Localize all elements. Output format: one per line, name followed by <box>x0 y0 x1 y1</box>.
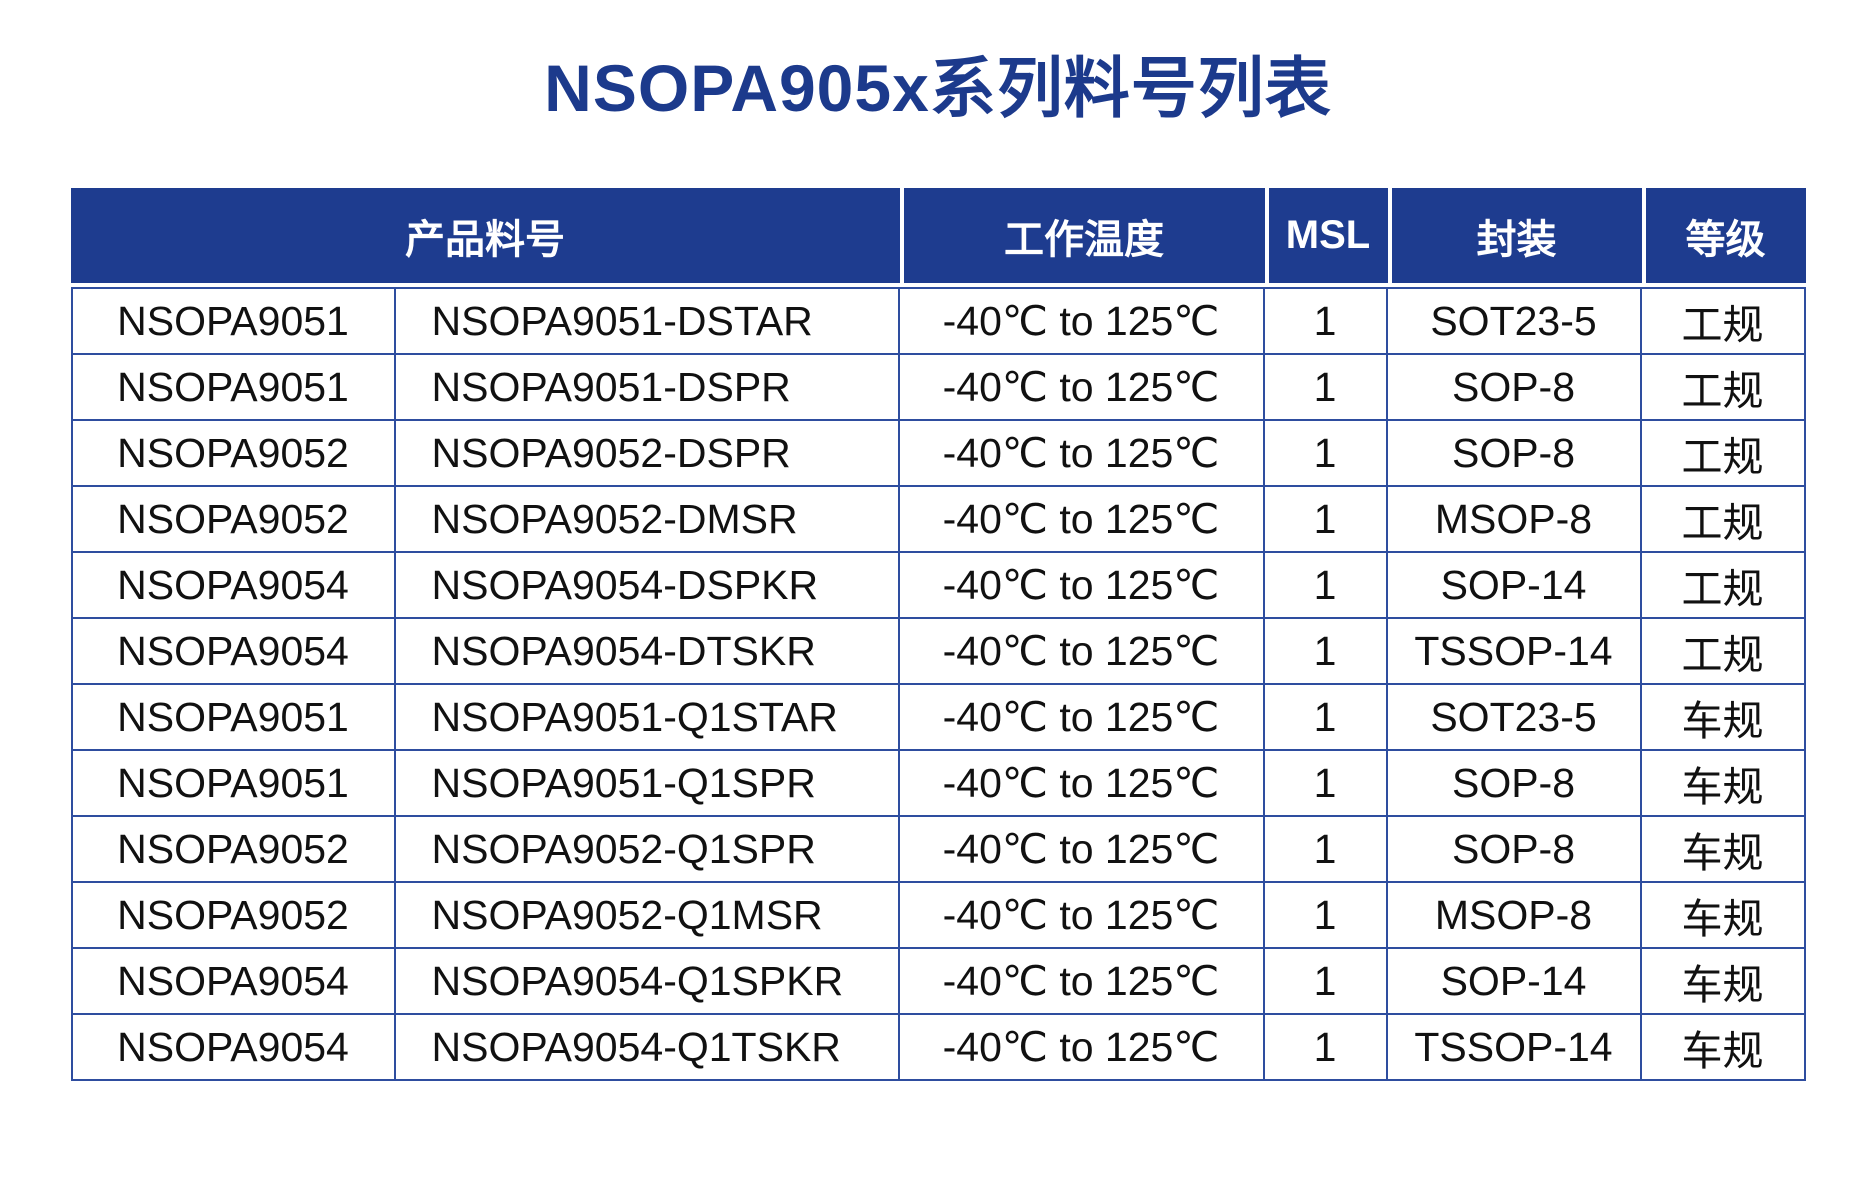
table-row: NSOPA9051 NSOPA9051-DSTAR -40℃ to 125℃ 1 SOT… <box>70 287 1806 355</box>
table-row: NSOPA9052 NSOPA9052-DMSR -40℃ to 125℃ 1 MSOP… <box>70 487 1806 553</box>
cell-msl: 1 <box>1264 751 1388 817</box>
cell-package: MSOP-8 <box>1387 883 1642 949</box>
cell-product-series: NSOPA9052 <box>70 817 396 883</box>
cell-operating-temperature: -40℃ to 125℃ <box>899 487 1265 553</box>
cell-grade: 车规 <box>1641 949 1806 1015</box>
cell-grade: 工规 <box>1641 487 1806 553</box>
cell-package: SOP-8 <box>1387 751 1642 817</box>
cell-msl: 1 <box>1264 949 1388 1015</box>
cell-product-series: NSOPA9051 <box>70 685 396 751</box>
cell-package: SOT23-5 <box>1387 685 1642 751</box>
header-row: 产品料号 工作温度 MSL 封装 等级 <box>70 188 1806 287</box>
cell-part-number: NSOPA9054-DTSKR <box>395 619 900 685</box>
cell-grade: 工规 <box>1641 287 1806 355</box>
cell-part-number: NSOPA9054-Q1TSKR <box>395 1015 900 1081</box>
cell-part-number: NSOPA9052-DSPR <box>395 421 900 487</box>
cell-operating-temperature: -40℃ to 125℃ <box>899 883 1265 949</box>
cell-package: SOP-14 <box>1387 949 1642 1015</box>
cell-product-series: NSOPA9051 <box>70 751 396 817</box>
table-row: NSOPA9051 NSOPA9051-Q1STAR -40℃ to 125℃ 1 SO… <box>70 685 1806 751</box>
table-row: NSOPA9054 NSOPA9054-Q1TSKR -40℃ to 125℃ 1 TS… <box>70 1015 1806 1081</box>
cell-part-number: NSOPA9051-Q1STAR <box>395 685 900 751</box>
cell-grade: 工规 <box>1641 619 1806 685</box>
cell-package: TSSOP-14 <box>1387 619 1642 685</box>
page-title: NSOPA905x系列料号列表 <box>544 51 1332 125</box>
cell-msl: 1 <box>1264 883 1388 949</box>
cell-msl: 1 <box>1264 1015 1388 1081</box>
table-row: NSOPA9052 NSOPA9052-Q1MSR -40℃ to 125℃ 1 MSO… <box>70 883 1806 949</box>
cell-package: SOT23-5 <box>1387 287 1642 355</box>
cell-msl: 1 <box>1264 619 1388 685</box>
cell-product-series: NSOPA9051 <box>70 355 396 421</box>
cell-operating-temperature: -40℃ to 125℃ <box>899 817 1265 883</box>
cell-operating-temperature: -40℃ to 125℃ <box>899 355 1265 421</box>
cell-part-number: NSOPA9054-Q1SPKR <box>395 949 900 1015</box>
cell-operating-temperature: -40℃ to 125℃ <box>899 421 1265 487</box>
table-row: NSOPA9051 NSOPA9051-DSPR -40℃ to 125℃ 1 SOP-… <box>70 355 1806 421</box>
cell-operating-temperature: -40℃ to 125℃ <box>899 1015 1265 1081</box>
cell-msl: 1 <box>1264 553 1388 619</box>
header-product-part-number: 产品料号 <box>70 188 900 287</box>
table-row: NSOPA9054 NSOPA9054-DSPKR -40℃ to 125℃ 1 SOP… <box>70 553 1806 619</box>
cell-product-series: NSOPA9054 <box>70 619 396 685</box>
cell-product-series: NSOPA9052 <box>70 883 396 949</box>
cell-msl: 1 <box>1264 355 1388 421</box>
cell-operating-temperature: -40℃ to 125℃ <box>899 619 1265 685</box>
cell-operating-temperature: -40℃ to 125℃ <box>899 553 1265 619</box>
cell-part-number: NSOPA9054-DSPKR <box>395 553 900 619</box>
cell-grade: 车规 <box>1641 883 1806 949</box>
cell-package: SOP-8 <box>1387 817 1642 883</box>
cell-product-series: NSOPA9054 <box>70 949 396 1015</box>
cell-grade: 车规 <box>1641 751 1806 817</box>
cell-msl: 1 <box>1264 685 1388 751</box>
cell-grade: 车规 <box>1641 685 1806 751</box>
cell-part-number: NSOPA9052-DMSR <box>395 487 900 553</box>
cell-part-number: NSOPA9052-Q1SPR <box>395 817 900 883</box>
table-row: NSOPA9054 NSOPA9054-DTSKR -40℃ to 125℃ 1 TSS… <box>70 619 1806 685</box>
cell-product-series: NSOPA9051 <box>70 287 396 355</box>
cell-grade: 车规 <box>1641 1015 1806 1081</box>
parts-table: 产品料号 工作温度 MSL 封装 等级 NSOPA9051 NSOPA9051-D… <box>70 188 1806 1081</box>
cell-package: SOP-8 <box>1387 421 1642 487</box>
table-body: NSOPA9051 NSOPA9051-DSTAR -40℃ to 125℃ 1 SOT… <box>70 287 1806 1081</box>
cell-grade: 工规 <box>1641 355 1806 421</box>
cell-msl: 1 <box>1264 817 1388 883</box>
cell-operating-temperature: -40℃ to 125℃ <box>899 685 1265 751</box>
cell-part-number: NSOPA9052-Q1MSR <box>395 883 900 949</box>
cell-part-number: NSOPA9051-DSPR <box>395 355 900 421</box>
cell-package: SOP-14 <box>1387 553 1642 619</box>
cell-product-series: NSOPA9054 <box>70 1015 396 1081</box>
header-package: 封装 <box>1387 188 1642 287</box>
cell-operating-temperature: -40℃ to 125℃ <box>899 949 1265 1015</box>
cell-operating-temperature: -40℃ to 125℃ <box>899 287 1265 355</box>
cell-grade: 工规 <box>1641 553 1806 619</box>
header-msl: MSL <box>1264 188 1388 287</box>
cell-package: TSSOP-14 <box>1387 1015 1642 1081</box>
cell-msl: 1 <box>1264 421 1388 487</box>
cell-product-series: NSOPA9052 <box>70 421 396 487</box>
page: NSOPA905x系列料号列表 产品料号 工作温度 MSL 封装 等级 NSOP… <box>70 51 1806 1081</box>
cell-package: MSOP-8 <box>1387 487 1642 553</box>
cell-product-series: NSOPA9054 <box>70 553 396 619</box>
cell-grade: 车规 <box>1641 817 1806 883</box>
cell-part-number: NSOPA9051-DSTAR <box>395 287 900 355</box>
table-row: NSOPA9052 NSOPA9052-Q1SPR -40℃ to 125℃ 1 SOP… <box>70 817 1806 883</box>
header-operating-temperature: 工作温度 <box>899 188 1265 287</box>
cell-part-number: NSOPA9051-Q1SPR <box>395 751 900 817</box>
cell-grade: 工规 <box>1641 421 1806 487</box>
table-row: NSOPA9051 NSOPA9051-Q1SPR -40℃ to 125℃ 1 SOP… <box>70 751 1806 817</box>
cell-package: SOP-8 <box>1387 355 1642 421</box>
cell-product-series: NSOPA9052 <box>70 487 396 553</box>
cell-msl: 1 <box>1264 287 1388 355</box>
header-grade: 等级 <box>1641 188 1806 287</box>
table-header: 产品料号 工作温度 MSL 封装 等级 <box>70 188 1806 287</box>
table-row: NSOPA9052 NSOPA9052-DSPR -40℃ to 125℃ 1 SOP-… <box>70 421 1806 487</box>
table-row: NSOPA9054 NSOPA9054-Q1SPKR -40℃ to 125℃ 1 SO… <box>70 949 1806 1015</box>
cell-msl: 1 <box>1264 487 1388 553</box>
cell-operating-temperature: -40℃ to 125℃ <box>899 751 1265 817</box>
